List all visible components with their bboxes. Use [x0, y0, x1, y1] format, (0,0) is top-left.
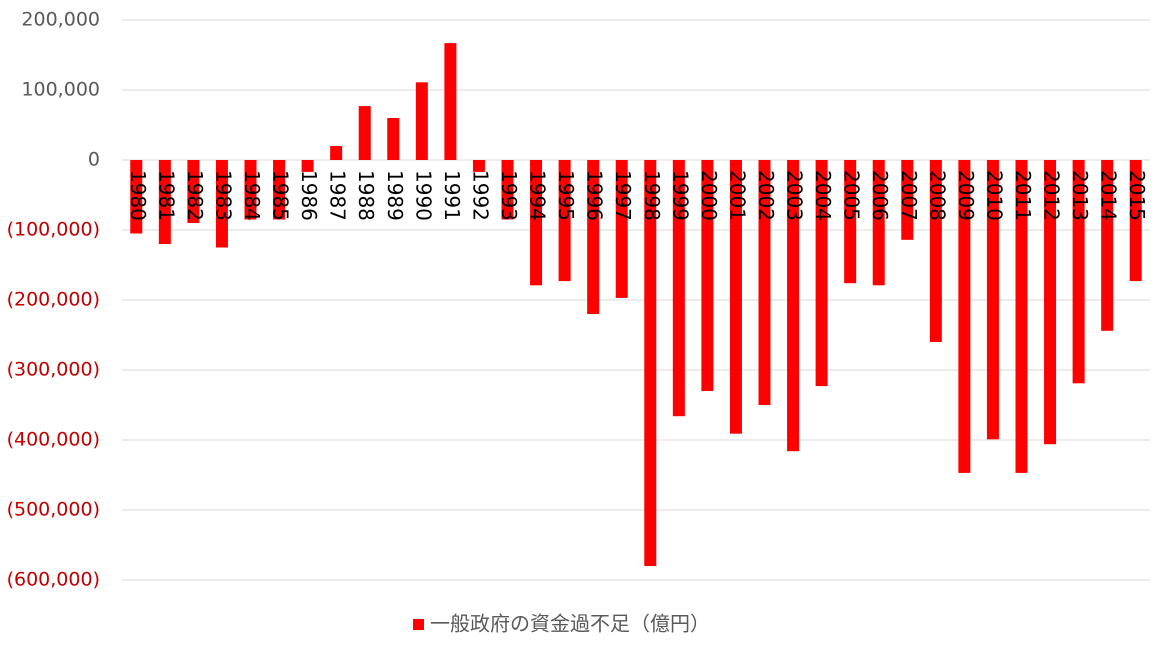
x-tick-label: 2007	[897, 170, 921, 221]
x-tick-label: 2006	[868, 170, 892, 221]
x-tick-label: 1989	[383, 170, 407, 221]
legend-label: 一般政府の資金過不足（億円）	[430, 612, 710, 636]
bar	[729, 160, 742, 434]
bar	[986, 160, 999, 440]
bar	[644, 160, 657, 566]
bar	[530, 160, 543, 286]
bar	[501, 160, 514, 220]
bar	[958, 160, 971, 473]
bar	[615, 160, 628, 298]
x-tick-label: 2011	[1011, 170, 1035, 221]
bar	[701, 160, 714, 391]
x-tick-label: 1999	[668, 170, 692, 221]
x-tick-label: 1992	[468, 170, 492, 221]
bar	[358, 106, 371, 160]
bar	[215, 160, 228, 248]
bar	[787, 160, 800, 452]
x-tick-label: 2004	[811, 170, 835, 221]
bar	[872, 160, 885, 286]
x-tick-label: 1984	[240, 170, 264, 221]
x-tick-label: 2000	[697, 170, 721, 221]
x-tick-label: 1986	[297, 170, 321, 221]
legend-swatch	[413, 619, 424, 630]
bar	[1015, 160, 1028, 473]
y-tick-label: (100,000)	[7, 219, 100, 241]
bar	[758, 160, 771, 405]
bar	[1072, 160, 1085, 384]
x-tick-label: 2009	[954, 170, 978, 221]
bar	[330, 146, 343, 160]
x-tick-label: 1987	[326, 170, 350, 221]
x-tick-label: 1996	[583, 170, 607, 221]
y-tick-label: (300,000)	[7, 359, 100, 381]
x-tick-label: 2008	[925, 170, 949, 221]
x-tick-label: 2001	[725, 170, 749, 221]
bar	[558, 160, 571, 282]
y-tick-label: (500,000)	[7, 499, 100, 521]
x-tick-label: 1985	[269, 170, 293, 221]
bar	[273, 160, 286, 220]
x-tick-label: 1981	[154, 170, 178, 221]
x-tick-label: 1983	[211, 170, 235, 221]
bar	[444, 43, 457, 160]
y-tick-label: (600,000)	[7, 569, 100, 591]
x-tick-label: 2013	[1068, 170, 1092, 221]
bar	[901, 160, 914, 240]
bar	[815, 160, 828, 387]
x-tick-label: 1995	[554, 170, 578, 221]
y-tick-label: 0	[88, 149, 100, 171]
bar	[929, 160, 942, 342]
x-tick-label: 2005	[840, 170, 864, 221]
bar	[472, 160, 485, 172]
bar	[1129, 160, 1142, 282]
x-tick-label: 2014	[1097, 170, 1121, 221]
bar	[244, 160, 257, 220]
x-tick-label: 2010	[982, 170, 1006, 221]
x-tick-label: 1980	[126, 170, 150, 221]
y-tick-label: (400,000)	[7, 429, 100, 451]
x-tick-label: 1982	[183, 170, 207, 221]
y-tick-label: 200,000	[21, 9, 100, 31]
x-tick-label: 1994	[526, 170, 550, 221]
x-tick-label: 2003	[783, 170, 807, 221]
x-tick-label: 2015	[1125, 170, 1149, 221]
x-tick-label: 2012	[1040, 170, 1064, 221]
y-tick-label: 100,000	[21, 79, 100, 101]
x-tick-label: 1988	[354, 170, 378, 221]
bar	[1101, 160, 1114, 331]
x-tick-label: 1993	[497, 170, 521, 221]
y-tick-label: (200,000)	[7, 289, 100, 311]
bar	[672, 160, 685, 417]
bar	[301, 160, 314, 172]
bar	[158, 160, 171, 244]
x-tick-label: 1997	[611, 170, 635, 221]
bar	[587, 160, 600, 314]
bar	[415, 82, 428, 160]
bar	[387, 118, 400, 160]
x-tick-label: 1998	[640, 170, 664, 221]
bar	[130, 160, 143, 234]
bar	[844, 160, 857, 284]
x-tick-label: 1990	[411, 170, 435, 221]
x-tick-label: 2002	[754, 170, 778, 221]
x-tick-label: 1991	[440, 170, 464, 221]
bar	[187, 160, 200, 223]
bar	[1044, 160, 1057, 445]
